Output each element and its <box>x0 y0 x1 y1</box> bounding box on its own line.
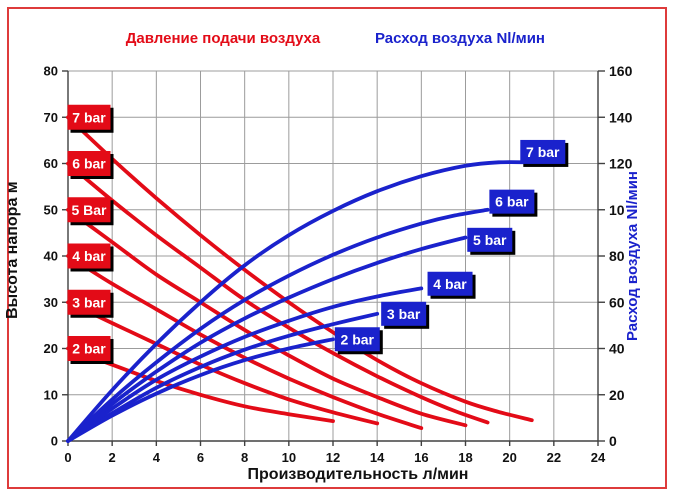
x-tick-24: 24 <box>591 450 606 465</box>
x-axis-label-capacity: Производительность л/мин <box>247 466 469 483</box>
y-right-tick-40: 40 <box>609 341 625 357</box>
y-right-tick-20: 20 <box>609 387 625 403</box>
svg-text:4 bar: 4 bar <box>72 248 106 264</box>
svg-text:4 bar: 4 bar <box>433 276 467 292</box>
x-tick-4: 4 <box>153 450 161 465</box>
blue-curve-label-4-bar: 4 bar <box>427 271 476 299</box>
y-right-tick-60: 60 <box>609 294 625 310</box>
y-left-tick-80: 80 <box>44 64 58 79</box>
x-tick-22: 22 <box>547 450 561 465</box>
x-tick-14: 14 <box>370 450 385 465</box>
blue-curve-5-bar <box>66 235 468 443</box>
svg-text:3 bar: 3 bar <box>72 294 106 310</box>
svg-text:6 bar: 6 bar <box>495 194 529 210</box>
svg-text:7 bar: 7 bar <box>72 109 106 125</box>
x-tick-0: 0 <box>64 450 71 465</box>
blue-curve-label-7-bar: 7 bar <box>520 139 569 167</box>
x-tick-20: 20 <box>502 450 516 465</box>
air-flow-curve-labels: 2 bar 3 bar 4 bar 5 bar 6 bar 7 bar <box>334 139 569 355</box>
x-tick-10: 10 <box>282 450 296 465</box>
y-left-tick-20: 20 <box>44 341 58 356</box>
red-curve-label-7-bar: 7 bar <box>67 104 114 133</box>
y-left-tick-70: 70 <box>44 110 58 125</box>
svg-text:7 bar: 7 bar <box>526 144 560 160</box>
pressure-curve-labels: 7 bar 6 bar 5 Bar 4 bar 3 bar 2 bar <box>67 104 114 364</box>
x-tick-16: 16 <box>414 450 428 465</box>
y-right-tick-160: 160 <box>609 63 633 79</box>
blue-curve-label-5-bar: 5 bar <box>467 227 516 255</box>
y-right-tick-0: 0 <box>609 433 617 449</box>
blue-curve-6-bar <box>66 207 490 443</box>
y-left-tick-30: 30 <box>44 295 58 310</box>
chart-frame <box>7 7 667 489</box>
blue-curve-label-3-bar: 3 bar <box>381 301 430 329</box>
svg-text:5 bar: 5 bar <box>473 232 507 248</box>
red-curve-3-bar <box>66 300 380 426</box>
blue-curve-7-bar <box>66 160 534 443</box>
red-curve-label-2-bar: 2 bar <box>67 336 114 364</box>
blue-curve-3-bar <box>66 311 380 443</box>
y-left-tick-60: 60 <box>44 156 58 171</box>
y-left-tick-50: 50 <box>44 202 58 217</box>
svg-text:2 bar: 2 bar <box>72 341 106 357</box>
red-curve-2-bar <box>66 346 335 423</box>
blue-curve-2-bar <box>66 337 335 443</box>
svg-text:2 bar: 2 bar <box>341 331 375 347</box>
svg-text:3 bar: 3 bar <box>387 306 421 322</box>
y-left-tick-40: 40 <box>44 249 58 264</box>
blue-curve-label-2-bar: 2 bar <box>334 327 383 355</box>
blue-curve-label-6-bar: 6 bar <box>489 189 538 217</box>
x-tick-8: 8 <box>241 450 248 465</box>
y-axis-label-head: Высота напора м <box>4 181 21 319</box>
red-curve-4-bar <box>66 254 424 430</box>
y-right-tick-80: 80 <box>609 248 625 264</box>
red-curve-label-5-bar: 5 Bar <box>67 197 114 226</box>
red-curve-label-4-bar: 4 bar <box>67 243 114 272</box>
red-curve-7-bar <box>66 115 534 423</box>
air-flow-curves <box>66 160 534 443</box>
title-air-consumption: Расход воздуха Nl/мин <box>375 30 545 47</box>
x-tick-12: 12 <box>326 450 340 465</box>
x-tick-6: 6 <box>197 450 204 465</box>
axes <box>62 70 605 446</box>
x-tick-2: 2 <box>109 450 116 465</box>
y-right-tick-120: 120 <box>609 156 633 172</box>
svg-text:6 bar: 6 bar <box>72 156 106 172</box>
y-left-tick-0: 0 <box>51 434 58 449</box>
y-axis-label-air-flow: Расход воздуха Nl/мин <box>624 171 641 341</box>
red-curve-label-3-bar: 3 bar <box>67 289 114 318</box>
red-curve-label-6-bar: 6 bar <box>67 151 114 179</box>
y-right-tick-140: 140 <box>609 109 633 125</box>
x-tick-18: 18 <box>458 450 472 465</box>
y-left-tick-10: 10 <box>44 387 58 402</box>
title-air-supply-pressure: Давление подачи воздуха <box>125 30 321 47</box>
red-curve-6-bar <box>66 161 490 425</box>
y-right-tick-10: 10 <box>609 202 625 218</box>
svg-text:5 Bar: 5 Bar <box>71 202 107 218</box>
blue-curve-4-bar <box>66 286 424 443</box>
